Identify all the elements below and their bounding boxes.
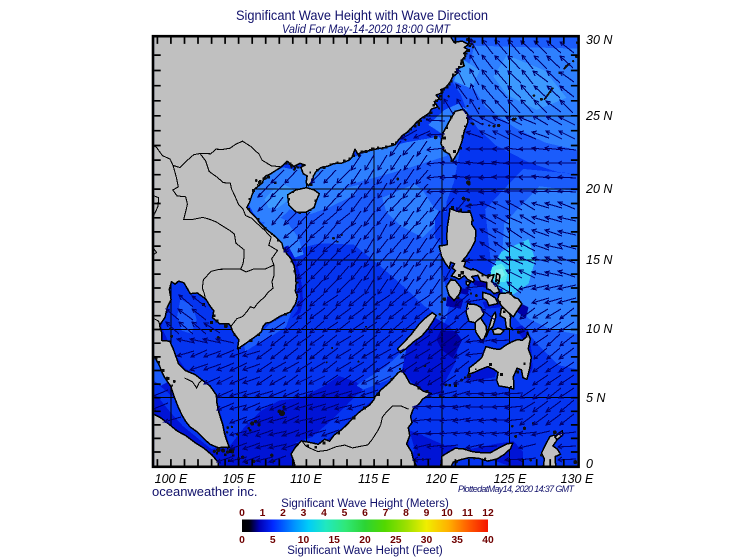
svg-text:100 E: 100 E: [155, 472, 188, 486]
svg-text:9: 9: [424, 508, 430, 519]
svg-text:15 N: 15 N: [586, 253, 613, 267]
svg-text:25: 25: [390, 535, 402, 546]
svg-text:Valid For May-14-2020 18:00 GM: Valid For May-14-2020 18:00 GMT: [282, 22, 451, 36]
svg-text:130 E: 130 E: [561, 472, 594, 486]
svg-text:7: 7: [383, 508, 389, 519]
svg-text:0: 0: [239, 508, 245, 519]
svg-text:1: 1: [260, 508, 266, 519]
svg-text:20 N: 20 N: [585, 182, 613, 196]
svg-text:4: 4: [321, 508, 327, 519]
svg-text:30 N: 30 N: [586, 33, 613, 47]
svg-text:120 E: 120 E: [426, 472, 459, 486]
svg-text:0: 0: [586, 457, 593, 471]
svg-text:Significant Wave Height (Meter: Significant Wave Height (Meters): [281, 498, 449, 510]
svg-text:30: 30: [421, 535, 433, 546]
svg-text:5 N: 5 N: [586, 391, 606, 405]
svg-text:105 E: 105 E: [223, 472, 256, 486]
svg-text:0: 0: [239, 535, 245, 546]
svg-text:20: 20: [359, 535, 371, 546]
svg-text:110 E: 110 E: [290, 472, 322, 486]
svg-text:35: 35: [451, 535, 463, 546]
svg-text:12: 12: [482, 508, 494, 519]
svg-text:115 E: 115 E: [358, 472, 390, 486]
svg-text:40: 40: [482, 535, 494, 546]
svg-text:6: 6: [362, 508, 368, 519]
svg-text:15: 15: [328, 535, 340, 546]
svg-text:Significant Wave Height (Feet): Significant Wave Height (Feet): [287, 545, 443, 557]
svg-text:25 N: 25 N: [585, 109, 613, 123]
svg-text:5: 5: [270, 535, 276, 546]
svg-text:10: 10: [298, 535, 310, 546]
svg-text:2: 2: [280, 508, 286, 519]
svg-text:3: 3: [301, 508, 307, 519]
svg-text:PlottedatMay14, 2020 14:37 GMT: PlottedatMay14, 2020 14:37 GMT: [458, 484, 576, 494]
svg-text:10: 10: [441, 508, 453, 519]
svg-text:10 N: 10 N: [586, 322, 613, 336]
svg-text:oceanweather inc.: oceanweather inc.: [152, 484, 258, 499]
svg-text:5: 5: [342, 508, 348, 519]
svg-text:11: 11: [462, 508, 473, 519]
svg-text:125 E: 125 E: [494, 472, 527, 486]
svg-text:8: 8: [403, 508, 409, 519]
svg-text:Significant Wave Height with W: Significant Wave Height with Wave Direct…: [236, 8, 488, 23]
